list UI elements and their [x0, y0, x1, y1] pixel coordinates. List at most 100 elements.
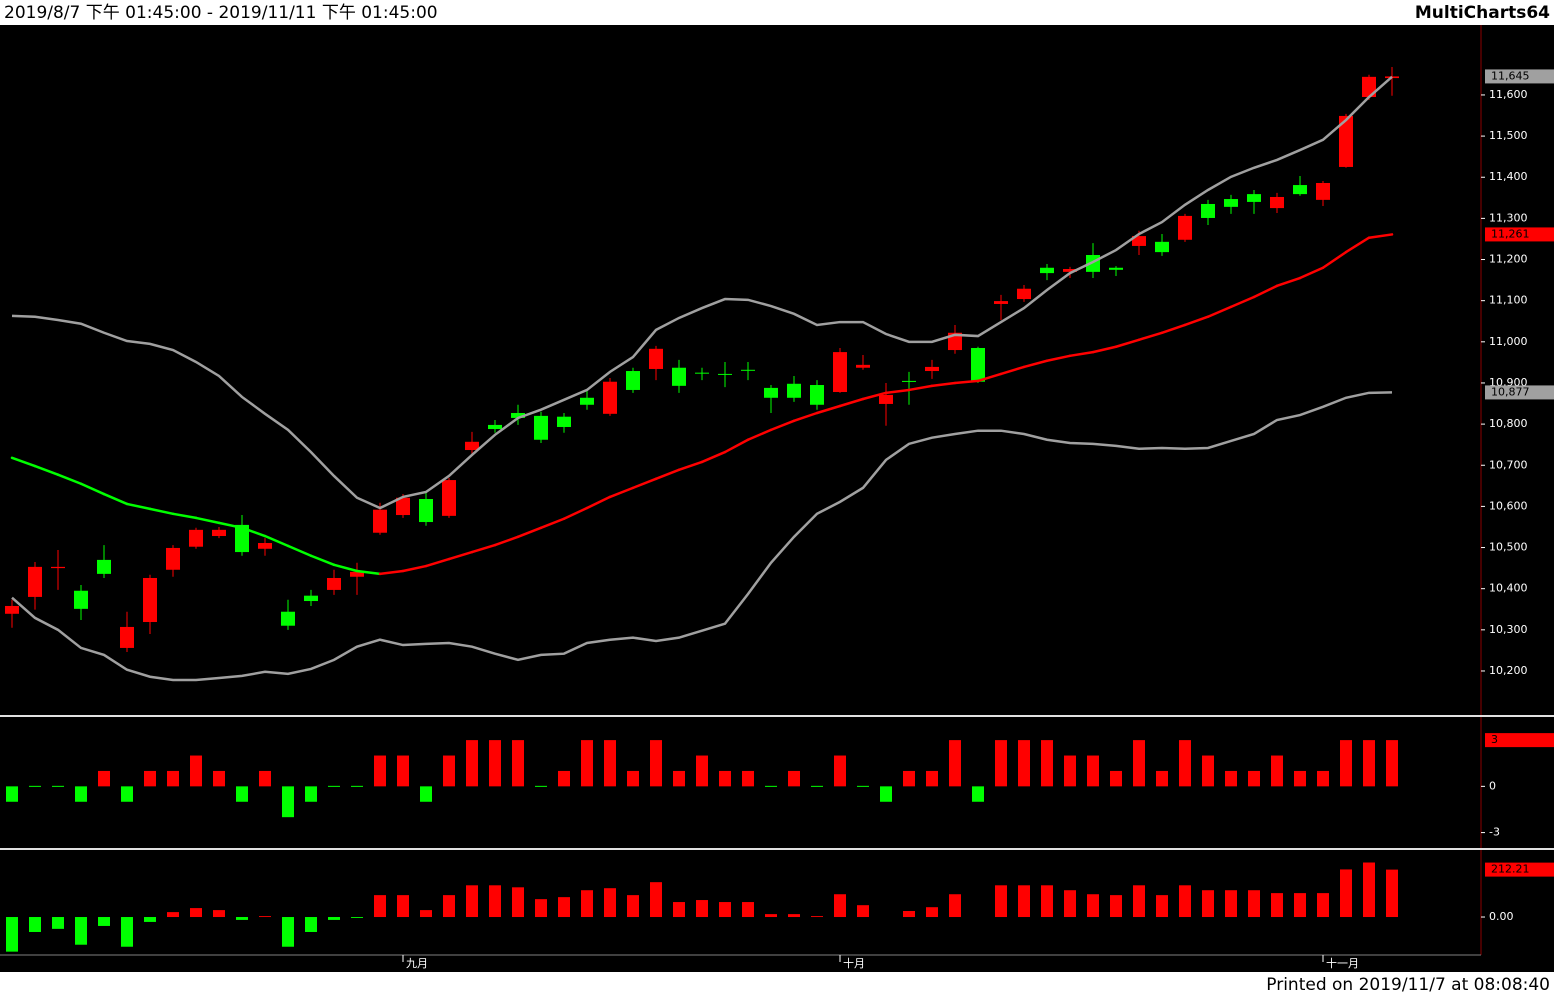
average-segment — [654, 468, 681, 481]
average-segment — [631, 477, 658, 490]
indicator-bar — [489, 885, 501, 918]
indicator-bar — [581, 890, 593, 918]
candle-body — [695, 372, 709, 374]
app-name: MultiCharts64 — [1415, 3, 1550, 23]
average-segment — [769, 419, 796, 432]
indicator-bar — [535, 899, 547, 918]
candle-body — [97, 559, 111, 574]
average-segment — [1298, 266, 1325, 280]
average-segment — [792, 411, 819, 423]
indicator-bar — [1248, 770, 1260, 787]
average-segment — [562, 506, 589, 520]
candle-body — [1247, 194, 1261, 202]
indicator-bar — [765, 785, 777, 787]
average-segment — [700, 450, 727, 464]
average-segment — [1252, 284, 1279, 299]
indicator-bar — [1133, 740, 1145, 787]
candle-body — [672, 367, 686, 386]
average-segment — [1114, 338, 1141, 349]
indicator-bar — [788, 914, 800, 918]
indicator-bar — [305, 786, 317, 802]
indicator-bar — [1156, 770, 1168, 787]
chart-background — [0, 25, 1554, 972]
candle-body — [442, 480, 456, 516]
indicator-bar — [1156, 895, 1168, 918]
candle-body — [28, 566, 42, 597]
indicator-bar — [1110, 770, 1122, 787]
indicator-bar — [696, 900, 708, 918]
indicator-bar — [52, 917, 64, 929]
candle-body — [534, 415, 548, 440]
candle-body — [1224, 199, 1238, 207]
candle-body — [166, 547, 180, 570]
indicator-bar — [719, 902, 731, 918]
indicator-bar — [259, 916, 271, 918]
candle-body — [511, 412, 525, 418]
indicator-bar — [765, 914, 777, 918]
average-segment — [539, 517, 566, 530]
indicator-bar — [535, 785, 547, 787]
indicator-bar — [949, 740, 961, 787]
indicator-bar — [834, 755, 846, 787]
candle-body — [1293, 185, 1307, 195]
indicator-bar — [512, 740, 524, 787]
average-segment — [815, 404, 842, 415]
last-value-box — [1485, 733, 1554, 748]
candle-body — [557, 416, 571, 427]
average-segment — [861, 391, 888, 401]
last-value-label: 11,645 — [1491, 69, 1530, 82]
indicator-bar — [627, 895, 639, 918]
indicator-bar — [650, 740, 662, 787]
indicator-bar — [1133, 885, 1145, 918]
candle-body — [281, 611, 295, 626]
indicator-bar — [6, 917, 18, 952]
average-segment — [1206, 305, 1233, 318]
indicator-bar — [1202, 755, 1214, 787]
average-segment — [263, 534, 290, 548]
header-bar — [0, 0, 1554, 25]
y-tick-label: -3 — [1489, 826, 1500, 839]
y-tick-label: 11,100 — [1489, 294, 1528, 307]
indicator-bar — [1294, 770, 1306, 787]
x-tick-label: 十月 — [843, 956, 865, 970]
indicator-bar — [995, 740, 1007, 787]
band-line — [11, 391, 1393, 682]
average-segment — [286, 544, 313, 558]
indicator-bar — [328, 785, 340, 787]
average-segment — [355, 569, 382, 576]
average-segment — [608, 486, 635, 499]
indicator-bar — [1018, 740, 1030, 787]
average-segment — [1045, 354, 1072, 362]
candle-body — [235, 524, 249, 553]
indicator-bar — [167, 912, 179, 918]
candle-body — [327, 577, 341, 590]
indicator-bar — [719, 770, 731, 787]
indicator-bar — [742, 902, 754, 918]
average-segment — [10, 456, 37, 468]
indicator-bar — [1225, 890, 1237, 918]
indicator-bar — [1041, 740, 1053, 787]
indicator-bar — [742, 770, 754, 787]
average-segment — [1344, 236, 1371, 254]
y-tick-label: 10,300 — [1489, 623, 1528, 636]
indicator-bar — [213, 770, 225, 787]
average-segment — [1321, 250, 1348, 270]
candle-body — [212, 529, 226, 537]
average-segment — [1160, 323, 1187, 335]
candle-body — [1109, 267, 1123, 270]
indicator-bar — [75, 786, 87, 802]
average-segment — [1367, 233, 1394, 239]
indicator-bar — [558, 770, 570, 787]
indicator-bar — [926, 907, 938, 918]
y-tick-label: 11,500 — [1489, 129, 1528, 142]
indicator-bar — [305, 917, 317, 932]
indicator-bar — [788, 770, 800, 787]
indicator-bar — [374, 755, 386, 787]
indicator-bar — [351, 785, 363, 787]
indicator-bar — [558, 897, 570, 918]
average-segment — [723, 438, 750, 454]
indicator-bar — [1179, 740, 1191, 787]
candle-body — [1063, 268, 1077, 272]
indicator-bar — [1317, 770, 1329, 787]
candle-body — [1017, 288, 1031, 300]
